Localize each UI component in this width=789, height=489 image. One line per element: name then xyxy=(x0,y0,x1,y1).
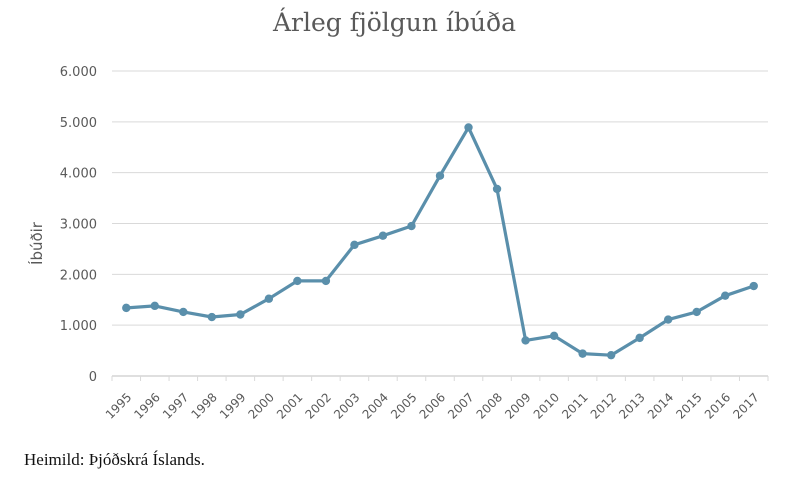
data-point xyxy=(264,294,274,303)
data-point xyxy=(663,315,673,324)
x-tick-label: 2005 xyxy=(388,390,419,421)
chart-title: Árleg fjölgun íbúða xyxy=(272,8,516,37)
data-point xyxy=(606,350,616,360)
y-tick-label: 3.000 xyxy=(60,218,97,233)
data-point xyxy=(179,307,188,317)
x-tick-label: 2015 xyxy=(673,390,704,421)
x-tick-label: 2006 xyxy=(417,390,448,421)
x-tick-label: 2016 xyxy=(702,390,733,421)
data-point xyxy=(207,312,217,322)
data-point xyxy=(378,231,388,240)
data-point xyxy=(578,349,587,358)
x-tick-label: 2008 xyxy=(474,390,505,421)
data-point xyxy=(435,171,445,180)
data-point xyxy=(549,331,559,341)
x-tick-label: 2003 xyxy=(331,390,362,421)
data-point xyxy=(150,301,159,311)
x-tick-label: 2014 xyxy=(645,390,676,421)
x-tick-label: 2004 xyxy=(360,390,391,421)
y-tick-label: 5.000 xyxy=(60,116,97,131)
y-axis-label: Íbúðir xyxy=(27,221,46,265)
y-tick-label: 4.000 xyxy=(60,167,97,182)
data-point xyxy=(236,310,245,319)
x-tick-label: 2009 xyxy=(502,390,533,421)
x-tick-label: 1997 xyxy=(160,390,191,421)
x-tick-label: 1999 xyxy=(217,390,248,421)
x-tick-label: 1995 xyxy=(103,390,134,421)
data-point xyxy=(749,281,758,291)
x-tick-label: 2017 xyxy=(730,390,761,421)
data-point xyxy=(464,123,473,132)
x-tick-label: 2007 xyxy=(445,390,476,421)
x-tick-label: 2010 xyxy=(531,390,562,421)
x-tick-label: 2000 xyxy=(245,390,276,421)
series-line xyxy=(126,125,755,357)
source-note: Heimild: Þjóðskrá Íslands. xyxy=(24,450,205,469)
x-tick-label: 2002 xyxy=(303,390,334,421)
x-tick-label: 1998 xyxy=(188,390,219,421)
data-point xyxy=(321,276,331,286)
x-tick-label: 2012 xyxy=(588,390,619,421)
data-point xyxy=(492,184,502,194)
x-tick-label: 2013 xyxy=(616,390,647,421)
data-point xyxy=(407,221,416,231)
x-tick-label: 2001 xyxy=(274,390,305,421)
y-tick-label: 0 xyxy=(89,370,97,385)
y-tick-label: 1.000 xyxy=(60,319,97,334)
data-point xyxy=(350,240,359,250)
data-point xyxy=(721,291,730,300)
data-point xyxy=(521,336,530,345)
x-tick-label: 2011 xyxy=(559,390,590,421)
data-point xyxy=(692,307,701,317)
data-point xyxy=(122,303,131,313)
y-tick-label: 6.000 xyxy=(60,65,97,80)
x-tick-label: 1996 xyxy=(131,390,162,421)
y-tick-label: 2.000 xyxy=(60,268,97,283)
data-point xyxy=(293,276,302,286)
data-point xyxy=(635,333,644,343)
